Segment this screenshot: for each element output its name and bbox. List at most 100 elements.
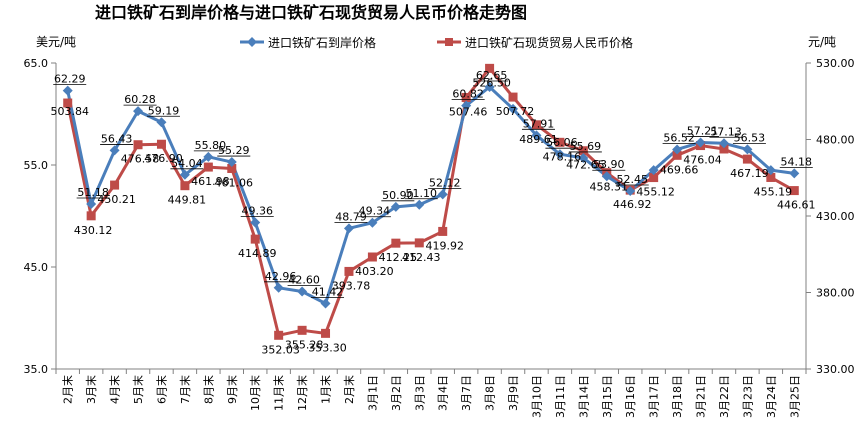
data-label-series-1: 57.21 <box>687 124 719 137</box>
data-label-series-1: 55.29 <box>218 144 250 157</box>
data-point-series-2[interactable] <box>508 92 518 102</box>
x-tick-label: 3月4日 <box>437 375 450 411</box>
data-point-series-1[interactable] <box>343 223 354 234</box>
data-point-series-2[interactable] <box>391 238 401 248</box>
data-point-series-1[interactable] <box>672 144 683 155</box>
data-point-series-2[interactable] <box>649 173 659 183</box>
x-tick-label: 3月24日 <box>765 375 778 418</box>
data-point-series-1[interactable] <box>554 149 565 160</box>
data-point-series-1[interactable] <box>86 198 97 209</box>
data-point-series-2[interactable] <box>485 63 495 73</box>
x-tick-label: 8月末 <box>201 375 215 404</box>
data-point-series-1[interactable] <box>742 144 753 155</box>
left-axis-unit: 美元/吨 <box>36 35 76 49</box>
data-point-series-1[interactable] <box>765 165 776 176</box>
data-point-series-2[interactable] <box>86 211 96 221</box>
data-point-series-1[interactable] <box>250 217 261 228</box>
data-point-series-2[interactable] <box>672 150 682 160</box>
data-point-series-2[interactable] <box>63 98 73 108</box>
data-point-series-2[interactable] <box>414 238 424 248</box>
data-label-series-2: 507.72 <box>496 105 535 118</box>
data-point-series-2[interactable] <box>531 120 541 130</box>
data-point-series-2[interactable] <box>156 139 166 149</box>
data-point-series-2[interactable] <box>461 92 471 102</box>
x-tick-label: 1月末 <box>319 375 333 404</box>
data-label-series-2: 412.43 <box>402 251 441 264</box>
data-point-series-1[interactable] <box>320 298 331 309</box>
data-point-series-1[interactable] <box>461 100 472 111</box>
data-point-series-1[interactable] <box>484 81 495 92</box>
data-label-series-2: 355.28 <box>285 338 324 351</box>
x-tick-label: 3月1日 <box>366 375 379 411</box>
data-label-series-1: 60.28 <box>124 93 156 106</box>
data-point-series-2[interactable] <box>110 180 120 190</box>
data-point-series-2[interactable] <box>742 154 752 164</box>
data-point-series-1[interactable] <box>531 130 542 141</box>
data-point-series-1[interactable] <box>297 286 308 297</box>
data-point-series-2[interactable] <box>321 328 331 338</box>
data-label-series-1: 42.60 <box>288 273 320 286</box>
data-label-series-1: 52.45 <box>616 173 648 186</box>
data-point-series-2[interactable] <box>133 140 143 150</box>
data-label-series-1: 57.13 <box>710 125 742 138</box>
data-point-series-2[interactable] <box>250 234 260 244</box>
data-point-series-2[interactable] <box>203 162 213 172</box>
data-point-series-2[interactable] <box>344 266 354 276</box>
data-point-series-1[interactable] <box>789 168 800 179</box>
data-point-series-2[interactable] <box>555 137 565 147</box>
x-tick-label: 11月末 <box>272 375 286 411</box>
data-point-series-2[interactable] <box>274 330 284 340</box>
data-point-series-1[interactable] <box>648 165 659 176</box>
data-point-series-1[interactable] <box>179 169 190 180</box>
data-point-series-2[interactable] <box>367 252 377 262</box>
data-point-series-2[interactable] <box>438 226 448 236</box>
data-point-series-1[interactable] <box>695 137 706 148</box>
legend-item-series-1[interactable]: 进口铁矿石到岸价格 <box>240 35 376 50</box>
data-point-series-1[interactable] <box>718 138 729 149</box>
data-label-series-1: 54.18 <box>781 155 813 168</box>
data-label-series-2: 455.19 <box>754 185 793 198</box>
data-point-series-1[interactable] <box>390 201 401 212</box>
data-point-series-1[interactable] <box>133 106 144 117</box>
data-point-series-1[interactable] <box>437 189 448 200</box>
x-tick-label: 3月22日 <box>718 375 731 418</box>
data-point-series-2[interactable] <box>227 163 237 173</box>
data-point-series-2[interactable] <box>180 181 190 191</box>
data-point-series-2[interactable] <box>766 172 776 182</box>
x-tick-label: 3月9日 <box>507 375 520 411</box>
data-point-series-1[interactable] <box>203 151 214 162</box>
x-tick-label: 3月18日 <box>671 375 684 418</box>
x-tick-label: 3月2日 <box>390 375 403 411</box>
left-tick-label: 65.0 <box>24 57 49 70</box>
data-point-series-2[interactable] <box>719 144 729 154</box>
data-point-series-2[interactable] <box>578 146 588 156</box>
chart-title: 进口铁矿石到岸价格与进口铁矿石现货贸易人民币价格走势图 <box>95 3 527 22</box>
data-label-series-2: 455.12 <box>636 186 675 199</box>
data-point-series-2[interactable] <box>297 325 307 335</box>
right-tick-label: 380.00 <box>816 287 855 300</box>
data-point-series-1[interactable] <box>226 157 237 168</box>
data-point-series-1[interactable] <box>273 282 284 293</box>
data-label-series-2: 352.03 <box>261 343 300 356</box>
data-point-series-1[interactable] <box>578 152 589 163</box>
data-point-series-1[interactable] <box>601 171 612 182</box>
data-point-series-1[interactable] <box>508 103 519 114</box>
data-label-series-2: 469.66 <box>660 163 699 176</box>
data-label-series-1: 51.10 <box>406 187 438 200</box>
data-point-series-1[interactable] <box>109 145 120 156</box>
data-point-series-1[interactable] <box>414 199 425 210</box>
data-label-series-2: 476.04 <box>683 154 722 167</box>
data-point-series-1[interactable] <box>367 217 378 228</box>
x-tick-label: 4月末 <box>108 375 122 404</box>
right-tick-label: 330.00 <box>816 363 855 376</box>
data-point-series-1[interactable] <box>156 117 167 128</box>
data-label-series-1: 55.69 <box>570 140 602 153</box>
legend-label-series-2: 进口铁矿石现货贸易人民币价格 <box>465 35 633 50</box>
data-point-series-1[interactable] <box>62 85 73 96</box>
right-axis-unit: 元/吨 <box>808 35 836 49</box>
data-label-series-2: 353.30 <box>308 341 347 354</box>
data-point-series-2[interactable] <box>789 186 799 196</box>
legend-item-series-2[interactable]: 进口铁矿石现货贸易人民币价格 <box>437 35 633 50</box>
data-point-series-1[interactable] <box>625 186 636 197</box>
